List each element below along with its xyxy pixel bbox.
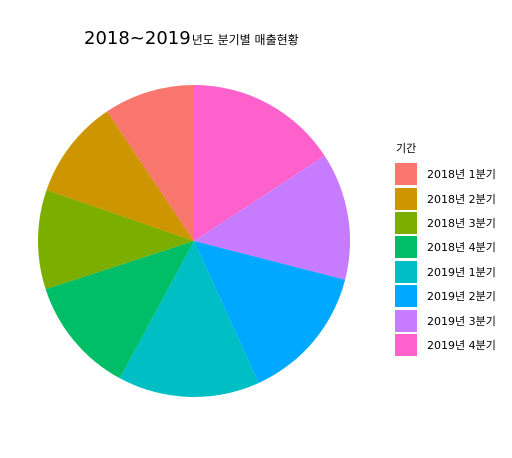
legend-item-4: 2018년 4분기 [395, 235, 496, 259]
legend-swatch [395, 260, 417, 283]
pie-slice-6 [194, 241, 346, 383]
legend-label: 2019년 2분기 [427, 290, 496, 304]
pie-slice-5 [119, 241, 259, 397]
legend-title: 기간 [396, 142, 417, 155]
legend-swatch [395, 187, 417, 210]
legend-swatch [395, 211, 417, 234]
legend-item-3: 2018년 3분기 [395, 211, 496, 235]
legend-label: 2018년 1분기 [427, 168, 496, 182]
legend: 기간 2018년 1분기 2018년 2분기 2018년 3분기 2018년 4분기 2… [395, 140, 496, 357]
chart-title: 2018~2019년도 분기별 매출현황 [84, 28, 299, 49]
pie-slice-4 [45, 241, 194, 379]
legend-label: 2019년 1분기 [427, 265, 496, 279]
chart-title-rest: 년도 분기별 매출현황 [191, 33, 299, 47]
legend-swatch [395, 163, 417, 186]
legend-label: 2019년 3분기 [427, 314, 496, 328]
legend-swatch [395, 236, 417, 259]
pie-slice-1 [107, 85, 194, 241]
pie-slice-7 [194, 155, 351, 280]
legend-item-7: 2019년 3분기 [395, 308, 496, 332]
pie-slice-2 [46, 111, 194, 242]
legend-label: 2019년 4분기 [427, 338, 496, 352]
legend-label: 2018년 4분기 [427, 241, 496, 255]
legend-label: 2018년 2분기 [427, 192, 496, 206]
legend-label: 2018년 3분기 [427, 216, 496, 230]
pie-slice-8 [194, 85, 325, 241]
legend-swatch [395, 333, 417, 356]
legend-item-2: 2018년 2분기 [395, 186, 496, 210]
legend-item-5: 2019년 1분기 [395, 260, 496, 284]
legend-swatch [395, 309, 417, 332]
pie-slice-3 [38, 190, 194, 290]
legend-item-1: 2018년 1분기 [395, 162, 496, 186]
chart-title-main: 2018~2019 [84, 28, 191, 49]
legend-item-6: 2019년 2분기 [395, 284, 496, 308]
legend-items: 2018년 1분기 2018년 2분기 2018년 3분기 2018년 4분기 2019… [395, 162, 496, 357]
legend-item-8: 2019년 4분기 [395, 333, 496, 357]
legend-swatch [395, 285, 417, 308]
